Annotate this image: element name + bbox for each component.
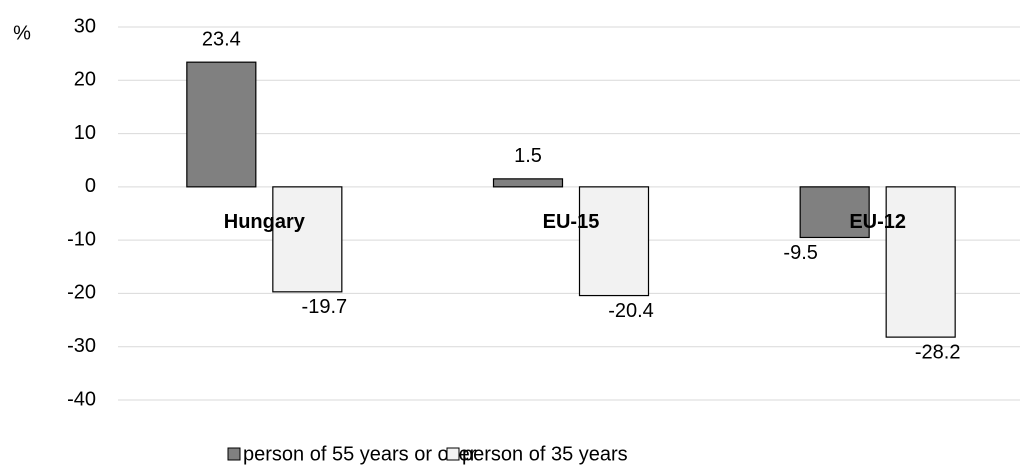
bar — [492, 178, 564, 188]
bar — [578, 186, 650, 297]
bar — [272, 186, 343, 293]
y-tick-label: 30 — [74, 15, 96, 37]
y-tick-label: -30 — [67, 335, 96, 357]
x-tick-label: EU-15 — [543, 211, 600, 233]
data-label: -28.2 — [915, 341, 961, 363]
data-label: 1.5 — [514, 145, 542, 167]
y-tick-label: -40 — [67, 388, 96, 410]
x-tick-label: Hungary — [224, 211, 306, 233]
bar — [885, 186, 956, 338]
data-label: 23.4 — [202, 28, 241, 50]
legend-label: person of 35 years — [462, 443, 628, 465]
y-tick-label: -20 — [67, 282, 96, 304]
bar — [799, 186, 870, 239]
data-label: -9.5 — [783, 242, 817, 264]
x-tick-label: EU-12 — [849, 211, 906, 233]
y-axis-label: % — [13, 22, 31, 44]
data-label: -20.4 — [608, 300, 654, 322]
bar — [186, 61, 257, 188]
data-label: -19.7 — [302, 296, 348, 318]
legend-swatch — [446, 447, 460, 461]
y-tick-label: 10 — [74, 122, 96, 144]
y-tick-label: -10 — [67, 228, 96, 250]
y-tick-label: 0 — [85, 175, 96, 197]
legend-label: person of 55 years or over — [243, 443, 477, 465]
legend-swatch — [227, 447, 241, 461]
y-tick-label: 20 — [74, 69, 96, 91]
